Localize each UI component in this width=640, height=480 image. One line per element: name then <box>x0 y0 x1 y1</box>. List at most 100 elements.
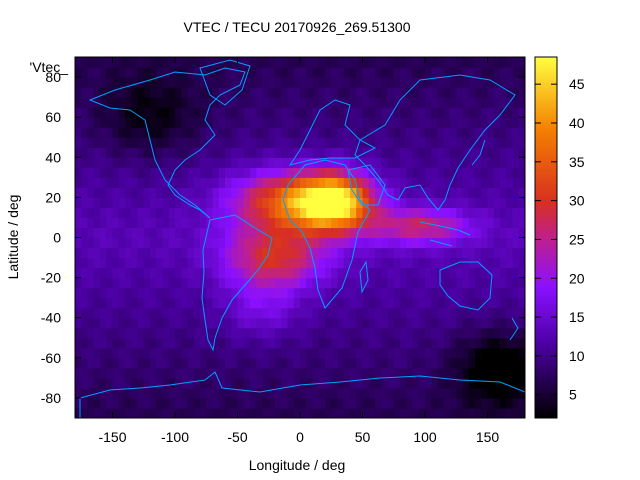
heatmap-cell <box>168 397 176 409</box>
heatmap-cell <box>506 207 514 219</box>
heatmap-cell <box>268 107 276 118</box>
heatmap-cell <box>218 297 226 309</box>
heatmap-cell <box>262 347 270 359</box>
heatmap-cell <box>337 117 345 128</box>
heatmap-cell <box>481 337 489 349</box>
heatmap-cell <box>500 57 507 68</box>
heatmap-cell <box>256 287 264 299</box>
heatmap-cell <box>262 117 270 128</box>
heatmap-cell <box>343 367 351 379</box>
heatmap-cell <box>262 277 270 289</box>
heatmap-cell <box>325 407 332 418</box>
heatmap-cell <box>350 127 357 138</box>
heatmap-cell <box>431 207 439 219</box>
heatmap-cell <box>375 247 382 259</box>
heatmap-cell <box>106 377 114 389</box>
heatmap-cell <box>200 377 207 389</box>
heatmap-cell <box>381 117 389 128</box>
heatmap-cell <box>256 77 264 88</box>
heatmap-cell <box>181 277 189 289</box>
heatmap-cell <box>143 217 151 229</box>
heatmap-cell <box>393 117 401 128</box>
heatmap-cell <box>437 127 445 138</box>
heatmap-cell <box>93 137 101 148</box>
heatmap-cell <box>175 287 182 299</box>
heatmap-cell <box>131 307 139 319</box>
heatmap-cell <box>312 347 320 359</box>
heatmap-cell <box>500 187 507 198</box>
heatmap-cell <box>250 407 257 418</box>
heatmap-cell <box>268 137 276 148</box>
heatmap-cell <box>162 287 170 299</box>
heatmap-cell <box>381 137 389 148</box>
heatmap-cell <box>287 137 295 148</box>
heatmap-cell <box>275 287 282 299</box>
heatmap-cell <box>262 407 270 418</box>
heatmap-cell <box>125 387 132 399</box>
heatmap-cell <box>375 77 382 88</box>
heatmap-cell <box>425 367 432 379</box>
heatmap-cell <box>381 377 389 389</box>
heatmap-cell <box>275 127 282 138</box>
heatmap-cell <box>325 217 332 229</box>
heatmap-cell <box>512 237 520 249</box>
heatmap-cell <box>425 267 432 279</box>
heatmap-cell <box>412 227 420 239</box>
heatmap-cell <box>375 157 382 168</box>
heatmap-cell <box>368 277 376 289</box>
heatmap-cell <box>412 57 420 68</box>
heatmap-cell <box>512 357 520 369</box>
heatmap-cell <box>331 247 339 259</box>
heatmap-cell <box>218 167 226 178</box>
heatmap-cell <box>331 357 339 369</box>
x-tick-label: -150 <box>98 429 126 445</box>
heatmap-cell <box>437 307 445 319</box>
heatmap-cell <box>350 97 357 108</box>
heatmap-cell <box>343 287 351 299</box>
heatmap-cell <box>218 137 226 148</box>
heatmap-cell <box>93 187 101 198</box>
heatmap-cell <box>450 107 457 118</box>
heatmap-cell <box>475 207 482 219</box>
heatmap-cell <box>87 247 95 259</box>
heatmap-cell <box>175 327 182 339</box>
heatmap-cell <box>175 267 182 279</box>
heatmap-cell <box>375 367 382 379</box>
heatmap-cell <box>300 407 307 418</box>
heatmap-cell <box>187 57 195 68</box>
heatmap-cell <box>512 157 520 168</box>
heatmap-cell <box>212 177 220 188</box>
heatmap-cell <box>287 97 295 108</box>
heatmap-cell <box>368 337 376 349</box>
heatmap-cell <box>437 377 445 389</box>
heatmap-cell <box>406 397 414 409</box>
heatmap-cell <box>437 107 445 118</box>
heatmap-cell <box>406 267 414 279</box>
heatmap-cell <box>300 217 307 229</box>
heatmap-cell <box>181 177 189 188</box>
heatmap-cell <box>487 307 495 319</box>
heatmap-cell <box>218 377 226 389</box>
heatmap-cell <box>362 297 370 309</box>
heatmap-cell <box>206 267 214 279</box>
heatmap-cell <box>150 167 157 178</box>
heatmap-cell <box>343 127 351 138</box>
heatmap-cell <box>162 267 170 279</box>
heatmap-cell <box>431 357 439 369</box>
heatmap-cell <box>381 347 389 359</box>
heatmap-cell <box>331 227 339 239</box>
heatmap-cell <box>325 117 332 128</box>
heatmap-cell <box>212 297 220 309</box>
heatmap-cell <box>318 147 326 158</box>
heatmap-cell <box>318 197 326 209</box>
heatmap-cell <box>87 157 95 168</box>
heatmap-cell <box>500 137 507 148</box>
heatmap-cell <box>150 387 157 399</box>
heatmap-cell <box>475 327 482 339</box>
heatmap-cell <box>175 137 182 148</box>
heatmap-cell <box>387 307 395 319</box>
heatmap-cell <box>243 187 251 198</box>
heatmap-cell <box>500 97 507 108</box>
heatmap-cell <box>318 327 326 339</box>
heatmap-cell <box>137 197 145 209</box>
